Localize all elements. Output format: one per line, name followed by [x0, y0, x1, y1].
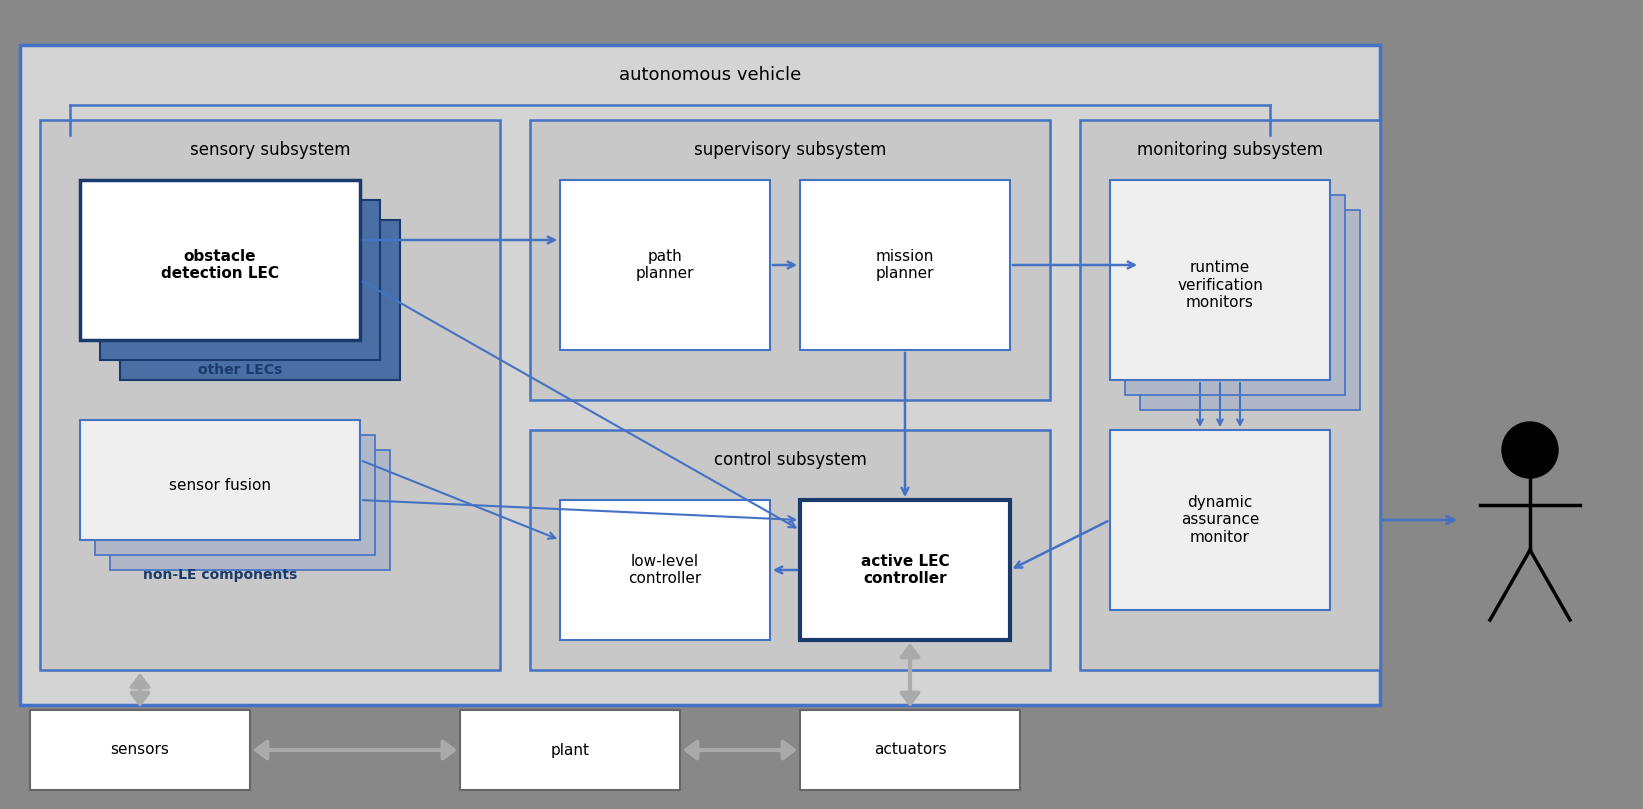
- Bar: [460, 710, 680, 790]
- Circle shape: [1502, 422, 1558, 478]
- Text: non-LE components: non-LE components: [143, 568, 297, 582]
- Bar: [1111, 180, 1329, 380]
- Bar: [560, 180, 771, 350]
- Bar: [1125, 195, 1346, 395]
- Text: runtime
verification
monitors: runtime verification monitors: [1176, 260, 1263, 310]
- Text: monitoring subsystem: monitoring subsystem: [1137, 141, 1323, 159]
- Text: supervisory subsystem: supervisory subsystem: [693, 141, 886, 159]
- Text: mission
planner: mission planner: [876, 249, 935, 282]
- Text: dynamic
assurance
monitor: dynamic assurance monitor: [1181, 495, 1259, 545]
- Bar: [110, 450, 389, 570]
- Bar: [1111, 430, 1329, 610]
- Bar: [531, 430, 1050, 670]
- Bar: [800, 710, 1020, 790]
- Bar: [95, 435, 375, 555]
- Text: obstacle
detection LEC: obstacle detection LEC: [161, 249, 279, 282]
- Bar: [30, 710, 250, 790]
- Bar: [531, 120, 1050, 400]
- Bar: [560, 500, 771, 640]
- Text: control subsystem: control subsystem: [713, 451, 866, 469]
- Bar: [39, 120, 499, 670]
- Bar: [100, 200, 380, 360]
- Text: plant: plant: [550, 743, 590, 757]
- Text: actuators: actuators: [874, 743, 946, 757]
- Text: sensors: sensors: [110, 743, 169, 757]
- Text: active LEC
controller: active LEC controller: [861, 554, 950, 587]
- Bar: [81, 420, 360, 540]
- Text: sensory subsystem: sensory subsystem: [189, 141, 350, 159]
- Bar: [1140, 210, 1360, 410]
- Text: sensor fusion: sensor fusion: [169, 477, 271, 493]
- Text: other LECs: other LECs: [197, 363, 283, 377]
- Text: path
planner: path planner: [636, 249, 695, 282]
- Bar: [800, 500, 1010, 640]
- Bar: [20, 45, 1380, 705]
- Text: autonomous vehicle: autonomous vehicle: [619, 66, 802, 84]
- Bar: [1079, 120, 1380, 670]
- Bar: [120, 220, 399, 380]
- Bar: [800, 180, 1010, 350]
- Bar: [81, 180, 360, 340]
- Text: low-level
controller: low-level controller: [628, 554, 702, 587]
